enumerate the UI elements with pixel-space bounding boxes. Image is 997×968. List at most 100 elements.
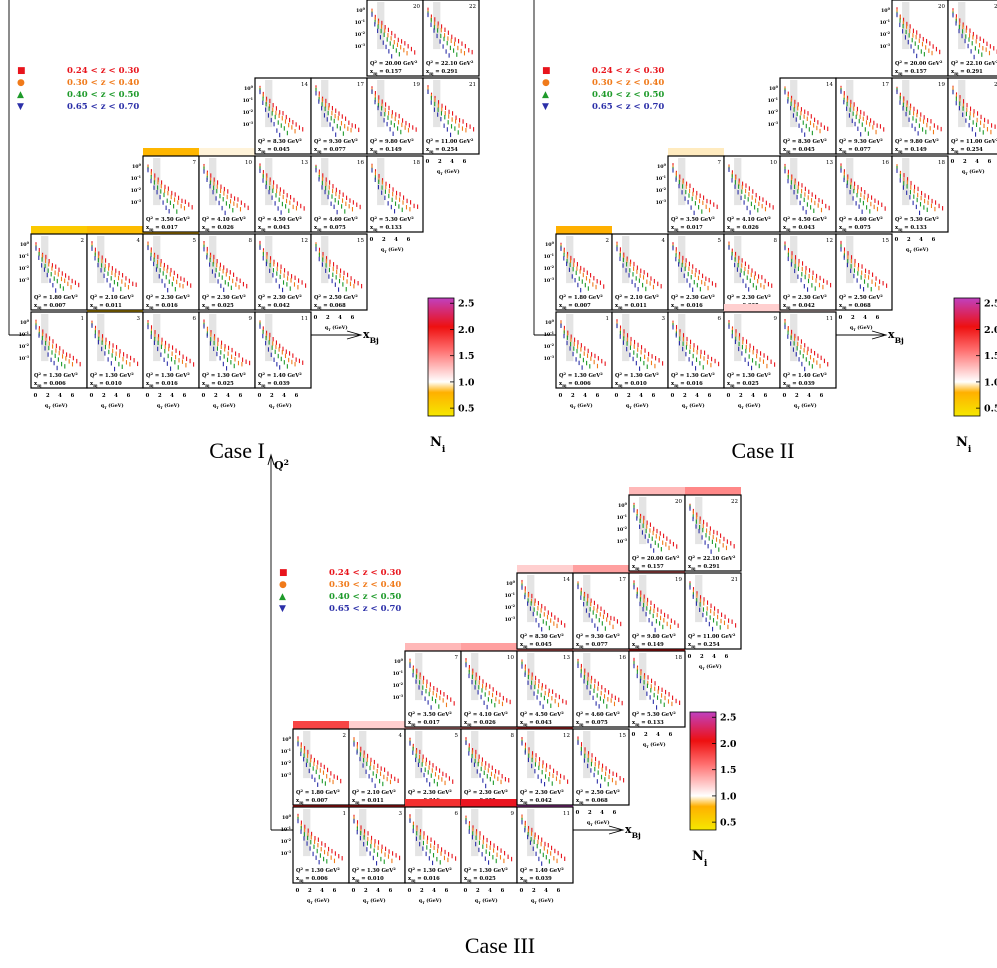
panel-xtick-label: 6 (725, 654, 729, 660)
panel-n-bar (724, 304, 780, 312)
panel-xbj-label: xBj = 0.075 (839, 225, 871, 232)
panel-xbj-label: xBj = 0.016 (671, 381, 703, 388)
panel-shade (527, 575, 535, 623)
panel-xtick-label: 6 (596, 393, 600, 399)
colorbar-tick-label: 0.5 (458, 404, 475, 415)
panel-xbj-label: xBj = 0.149 (895, 147, 927, 154)
panel-xtick-label: 0 (258, 393, 262, 399)
panel-frame (835, 155, 893, 233)
panel-frame (30, 311, 88, 389)
xbj-axis-arrow (608, 825, 625, 835)
panel-xtick-label: 4 (656, 732, 660, 738)
panel-14: 14 Q2 = 8.30 GeV2 xBj = 0.045 (516, 565, 574, 650)
panel-frame (835, 77, 893, 155)
panel-3: 3 Q2 = 1.30 GeV2 xBj = 0.010 (611, 311, 669, 389)
panel-xtick-label: 2 (795, 393, 799, 399)
panel-3: 3 Q2 = 1.30 GeV2 xBj = 0.010 (348, 799, 406, 884)
panel-xaxis-label: qT (GeV) (626, 402, 649, 410)
panel-shade (583, 731, 591, 779)
panel-ytick-label: 10-2 (505, 604, 516, 611)
panel-xaxis-label: qT (GeV) (307, 897, 330, 905)
panel-ytick-label: 10-1 (656, 175, 666, 182)
panel-xtick-label: 4 (320, 888, 324, 894)
panel-xaxis-label: qT (GeV) (794, 402, 817, 410)
panel-frame (947, 77, 997, 155)
panel-frame (572, 650, 630, 728)
panel-id: 4 (399, 733, 403, 739)
panel-xbj-label: xBj = 0.157 (632, 564, 664, 571)
panel-xtick-label: 0 (895, 237, 899, 243)
colorbar-tick-label: 2.5 (984, 299, 997, 310)
panel-id: 8 (249, 238, 253, 244)
panel-11: 11 Q2 = 1.40 GeV2 xBj = 0.039 (516, 799, 574, 884)
xbj-axis-label: xBj (888, 328, 904, 345)
panel-xtick-label: 2 (700, 654, 704, 660)
panel-shade (377, 80, 385, 128)
legend-marker: ▼ (279, 604, 286, 614)
panel-frame (611, 233, 669, 311)
panel-q2-label: Q2 = 2.30 GeV2 (464, 789, 508, 796)
case-3: Q2 xBj ■ 0.24 < z < 0.30 ● 0.30 < z < 0.40 ▲ 0.… (267, 453, 742, 958)
panel-ytick-label: 10-3 (544, 277, 555, 284)
panel-xtick-label: 4 (712, 654, 716, 660)
panel-xaxis-label: qT (GeV) (699, 663, 722, 671)
panel-ytick-label: 10-3 (243, 121, 254, 128)
panel-frame (348, 806, 406, 884)
panel-xtick-label: 0 (90, 393, 94, 399)
panel-id: 21 (994, 82, 997, 88)
panel-frame (310, 155, 368, 233)
panel-xtick-label: 4 (432, 888, 436, 894)
panel-xbj-label: xBj = 0.039 (783, 381, 815, 388)
panel-shade (265, 314, 273, 362)
panel-xbj-label: xBj = 0.291 (426, 69, 458, 76)
panel-ytick-label: 10-2 (281, 838, 292, 845)
panel-ytick-label: 10-3 (544, 355, 555, 362)
panel-19: 19 Q2 = 9.80 GeV2 xBj = 0.149 (628, 565, 686, 650)
panel-xbj-label: xBj = 0.007 (296, 798, 328, 805)
panel-xtick-label: 4 (751, 393, 755, 399)
panel-xtick-label: 6 (445, 888, 449, 894)
panel-xtick-label: 2 (382, 237, 386, 243)
panel-frame (292, 806, 350, 884)
panel-ytick-label: 100 (356, 7, 366, 14)
panel-q2-label: Q2 = 5.30 GeV2 (632, 711, 676, 718)
panel-ytick-label: 10-3 (880, 43, 891, 50)
panel-q2-label: Q2 = 1.30 GeV2 (671, 372, 715, 379)
panel-q2-label: Q2 = 20.00 GeV2 (895, 60, 943, 67)
panel-xbj-label: xBj = 0.006 (559, 381, 591, 388)
panel-ytick-label: 10-1 (281, 826, 291, 833)
legend-marker: ■ (279, 568, 288, 578)
colorbar-tick-label: 1.5 (984, 351, 997, 362)
panel-id: 9 (511, 811, 515, 817)
panel-ytick-label: 10-1 (131, 175, 141, 182)
panel-19: 19 Q2 = 9.80 GeV2 xBj = 0.149 (366, 77, 424, 155)
panel-xtick-label: 0 (314, 315, 318, 321)
panel-xbj-label: xBj = 0.157 (895, 69, 927, 76)
panel-xtick-label: 4 (975, 159, 979, 165)
panel-xtick-label: 0 (839, 315, 843, 321)
panel-xtick-label: 6 (820, 393, 824, 399)
panel-q2-label: Q2 = 2.30 GeV2 (727, 294, 771, 301)
panel-xtick-label: 2 (158, 393, 162, 399)
panel-shade (678, 236, 686, 284)
panel-ytick-label: 10-2 (617, 526, 628, 533)
panel-xtick-label: 6 (463, 159, 467, 165)
panel-xbj-label: xBj = 0.291 (951, 69, 983, 76)
panel-xtick-label: 4 (919, 237, 923, 243)
panel-xbj-label: xBj = 0.075 (576, 720, 608, 727)
panel-q2-label: Q2 = 2.30 GeV2 (146, 294, 190, 301)
panel-20: 20 Q2 = 20.00 GeV2 xBj = 0.157 (891, 0, 949, 77)
panel-id: 11 (563, 811, 570, 817)
panel-q2-label: Q2 = 2.10 GeV2 (90, 294, 134, 301)
panel-9: 9 Q2 = 1.30 GeV2 xBj = 0.025 (460, 799, 518, 884)
panel-xbj-label: xBj = 0.010 (352, 876, 384, 883)
panel-xaxis-label: qT (GeV) (101, 402, 124, 410)
panel-xaxis-label: qT (GeV) (850, 324, 873, 332)
panel-shade (695, 575, 703, 623)
panel-q2-label: Q2 = 2.30 GeV2 (258, 294, 302, 301)
panel-22: 22 Q2 = 22.10 GeV2 xBj = 0.291 (684, 487, 742, 572)
panel-22: 22 Q2 = 22.10 GeV2 xBj = 0.291 (422, 0, 480, 77)
panel-id: 1 (343, 811, 347, 817)
panel-n-bar (199, 148, 255, 156)
